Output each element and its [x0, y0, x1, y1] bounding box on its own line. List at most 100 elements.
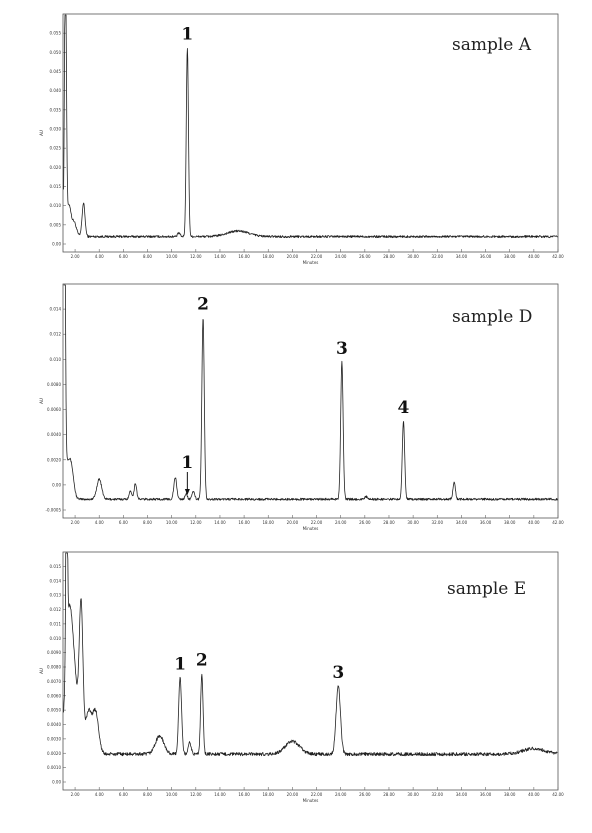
x-tick-label: 6.00 [119, 792, 128, 797]
x-tick-label: 26.00 [359, 520, 371, 525]
x-tick-label: 6.00 [119, 520, 128, 525]
x-tick-label: 42.00 [552, 792, 564, 797]
chromatogram-trace [63, 552, 558, 757]
x-tick-label: 40.00 [528, 792, 540, 797]
x-tick-label: 26.00 [359, 254, 371, 259]
plot-frame [62, 13, 559, 253]
x-tick-label: 10.00 [166, 520, 178, 525]
y-tick-label: 0.0090 [47, 650, 61, 655]
y-tick-label: 0.055 [50, 31, 62, 36]
y-tick-label: 0.0040 [47, 722, 61, 727]
plot-frame [62, 551, 559, 791]
y-tick-label: 0.035 [50, 107, 62, 112]
x-tick-label: 22.00 [311, 792, 323, 797]
y-tick-label: 0.015 [50, 184, 62, 189]
x-tick-label: 36.00 [480, 792, 492, 797]
y-tick-label: 0.011 [50, 621, 62, 626]
x-tick-label: 12.00 [190, 792, 202, 797]
x-tick-label: 40.00 [528, 254, 540, 259]
y-tick-label: 0.010 [50, 357, 62, 362]
x-tick-label: 22.00 [311, 520, 323, 525]
x-tick-label: 42.00 [552, 254, 564, 259]
y-tick-label: 0.0040 [47, 432, 61, 437]
peak-arrow-head [184, 489, 190, 495]
y-tick-label: 0.012 [50, 332, 62, 337]
y-tick-label: 0.0070 [47, 679, 61, 684]
x-tick-label: 2.00 [71, 520, 80, 525]
y-tick-label: 0.0020 [47, 751, 61, 756]
x-tick-label: 20.00 [287, 792, 299, 797]
x-tick-label: 30.00 [407, 520, 419, 525]
y-tick-label: 0.00 [52, 242, 61, 247]
y-tick-label: 0.00 [52, 780, 61, 785]
x-tick-label: 34.00 [456, 520, 468, 525]
y-tick-label: 0.0030 [47, 736, 61, 741]
y-tick-label: 0.005 [50, 222, 62, 227]
x-tick-label: 14.00 [214, 792, 226, 797]
x-tick-label: 30.00 [407, 254, 419, 259]
y-axis-label: AU [39, 398, 44, 404]
chart-panel-3: 2.00 4.00 6.00 8.00 10.00 12.00 14.00 16.00 18.0… [39, 551, 564, 803]
chart-panel-1: 2.00 4.00 6.00 8.00 10.00 12.00 14.00 16.00 18.0… [39, 13, 564, 265]
x-tick-label: 14.00 [214, 254, 226, 259]
chromatogram-trace [63, 14, 558, 239]
x-tick-label: 12.00 [190, 520, 202, 525]
y-tick-label: 0.0060 [47, 693, 61, 698]
x-tick-label: 16.00 [238, 254, 250, 259]
y-tick-label: -0.0005 [46, 508, 62, 513]
y-tick-label: 0.040 [50, 88, 62, 93]
x-tick-label: 8.00 [143, 792, 152, 797]
x-tick-label: 28.00 [383, 254, 395, 259]
y-tick-label: 0.0050 [47, 708, 61, 713]
x-tick-label: 16.00 [238, 792, 250, 797]
y-tick-label: 0.0060 [47, 407, 61, 412]
y-tick-label: 0.014 [50, 578, 62, 583]
x-tick-label: 42.00 [552, 520, 564, 525]
y-tick-label: 0.020 [50, 165, 62, 170]
x-tick-label: 2.00 [71, 792, 80, 797]
y-tick-label: 0.030 [50, 127, 62, 132]
x-tick-label: 34.00 [456, 254, 468, 259]
x-tick-label: 28.00 [383, 520, 395, 525]
x-tick-label: 32.00 [432, 792, 444, 797]
peak-label: 3 [336, 339, 348, 359]
chart-title: sample A [452, 35, 532, 55]
chromatogram-trace [63, 284, 558, 501]
peak-label: 3 [332, 663, 344, 683]
x-tick-label: 12.00 [190, 254, 202, 259]
y-tick-label: 0.013 [50, 593, 62, 598]
x-tick-label: 36.00 [480, 254, 492, 259]
x-tick-label: 14.00 [214, 520, 226, 525]
y-tick-label: 0.012 [50, 607, 62, 612]
y-tick-label: 0.0010 [47, 765, 61, 770]
x-tick-label: 24.00 [335, 792, 347, 797]
chart-title: sample D [452, 307, 532, 327]
x-tick-label: 38.00 [504, 520, 516, 525]
x-tick-label: 4.00 [95, 254, 104, 259]
y-tick-label: 0.050 [50, 50, 62, 55]
x-axis-label: Minutes [303, 526, 319, 531]
x-tick-label: 24.00 [335, 520, 347, 525]
x-tick-label: 18.00 [263, 520, 275, 525]
x-tick-label: 34.00 [456, 792, 468, 797]
x-tick-label: 20.00 [287, 254, 299, 259]
y-tick-label: 0.045 [50, 69, 62, 74]
x-tick-label: 4.00 [95, 520, 104, 525]
x-tick-label: 28.00 [383, 792, 395, 797]
x-tick-label: 24.00 [335, 254, 347, 259]
y-tick-label: 0.010 [50, 203, 62, 208]
x-axis-label: Minutes [303, 798, 319, 803]
x-tick-label: 20.00 [287, 520, 299, 525]
x-tick-label: 32.00 [432, 520, 444, 525]
plot-frame [62, 283, 559, 519]
y-tick-label: 0.0080 [47, 382, 61, 387]
x-tick-label: 26.00 [359, 792, 371, 797]
peak-label: 1 [181, 453, 193, 473]
x-tick-label: 2.00 [71, 254, 80, 259]
x-tick-label: 16.00 [238, 520, 250, 525]
x-tick-label: 22.00 [311, 254, 323, 259]
x-tick-label: 18.00 [263, 254, 275, 259]
x-tick-label: 32.00 [432, 254, 444, 259]
